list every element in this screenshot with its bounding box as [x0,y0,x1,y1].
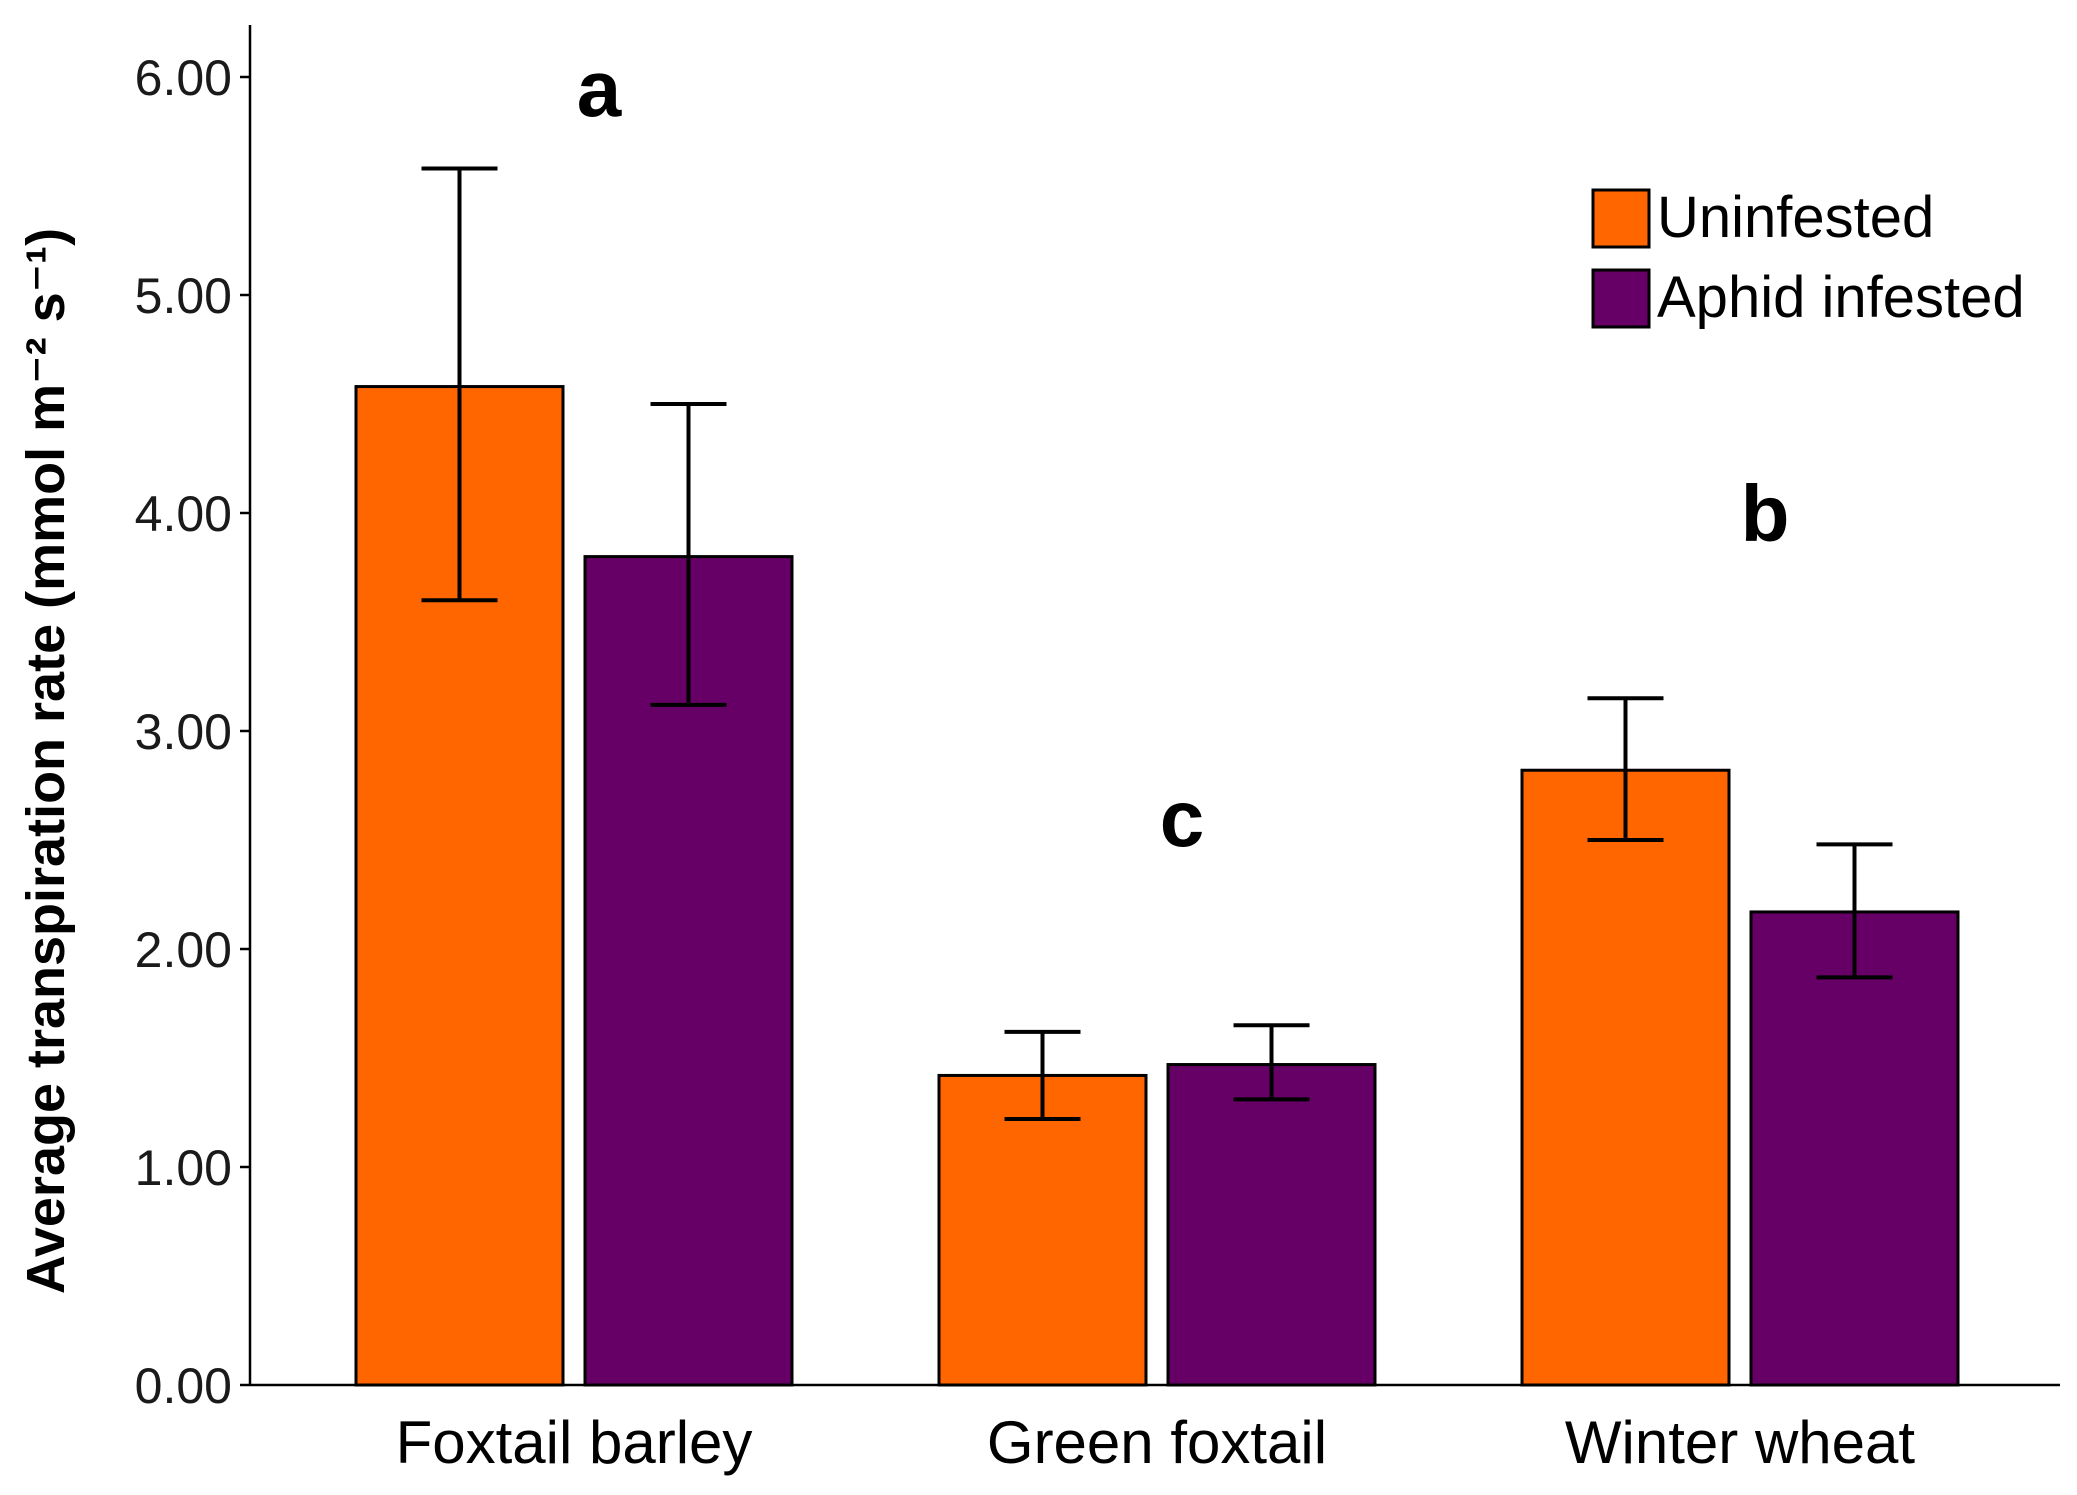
legend-swatch [1591,188,1651,249]
significance-letter: a [577,44,622,133]
error-bar [1233,1023,1310,1102]
error-bar [1587,696,1664,842]
bars [354,385,1960,1387]
error-bar [1816,842,1893,980]
y-tick-label: 4.00 [135,486,232,542]
significance-letter: c [1160,774,1205,863]
error-bars [421,166,1893,1122]
error-bar [650,402,727,707]
legend-swatch [1591,268,1651,329]
bar-aphid-infested-1 [1166,1063,1377,1387]
legend-item: Aphid infested [1591,265,2025,330]
error-bar [421,166,498,603]
legend-item: Uninfested [1591,185,1934,250]
significance-letters: a c b [577,44,1790,863]
y-axis-label: Average transpiration rate (mmol m⁻² s⁻¹… [16,228,76,1294]
bar-aphid-infested-2 [1749,910,1960,1387]
x-tick-label: Green foxtail [987,1409,1327,1476]
y-tick-label: 1.00 [135,1140,232,1196]
y-axis: 0.00 1.00 2.00 3.00 4.00 5.00 6.00 [135,25,252,1414]
legend: Uninfested Aphid infested [1591,185,2025,330]
legend-label: Uninfested [1657,185,1934,250]
y-tick-label: 0.00 [135,1358,232,1414]
x-tick-label: Foxtail barley [396,1409,753,1476]
x-tick-label: Winter wheat [1565,1409,1915,1476]
y-tick-label: 2.00 [135,922,232,978]
y-tick-label: 6.00 [135,50,232,106]
bar-uninfested-2 [1520,768,1731,1387]
y-tick-label: 3.00 [135,704,232,760]
significance-letter: b [1741,469,1790,558]
y-tick-label: 5.00 [135,268,232,324]
error-bar [1004,1029,1081,1122]
x-axis: Foxtail barley Green foxtail Winter wheat [250,1383,2060,1476]
bar-uninfested-1 [937,1073,1148,1387]
legend-label: Aphid infested [1657,265,2025,330]
